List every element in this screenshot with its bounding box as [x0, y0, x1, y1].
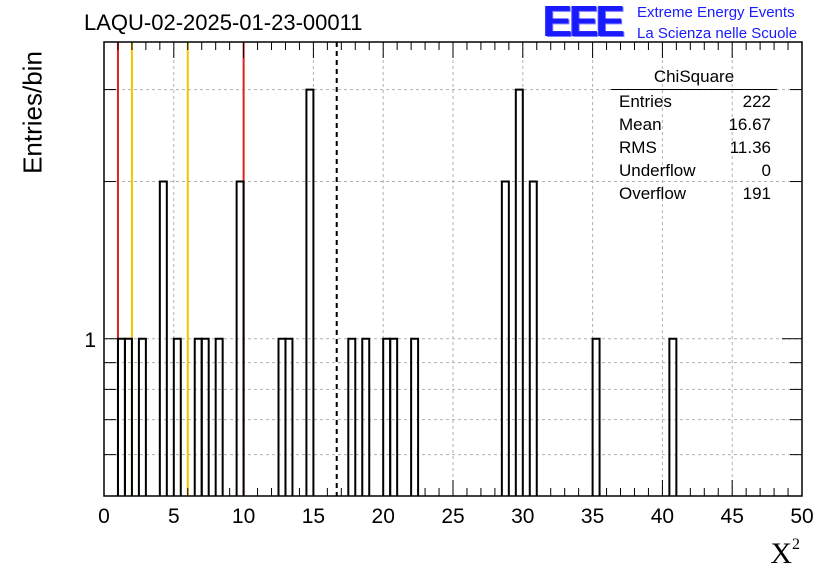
- histogram-bar: [528, 180, 538, 496]
- histogram-bar: [214, 337, 224, 496]
- stats-label: Overflow: [619, 184, 687, 203]
- histogram-bar: [305, 88, 315, 496]
- stats-label: Underflow: [619, 161, 696, 180]
- x-tick-label: 30: [511, 505, 534, 528]
- histogram-bar: [200, 337, 210, 496]
- stats-row-overflow: Overflow 191: [611, 182, 777, 205]
- histogram-bar: [172, 337, 182, 496]
- stats-value: 222: [742, 92, 771, 111]
- x-tick-label: 50: [790, 505, 813, 528]
- histogram-bar: [137, 337, 147, 496]
- x-tick-label: 0: [98, 505, 110, 528]
- logo-line-2: La Scienza nelle Scuole: [637, 25, 798, 42]
- x-tick-label: 40: [651, 505, 674, 528]
- logo-line-1: Extreme Energy Events: [637, 4, 795, 21]
- x-tick-label: 20: [372, 505, 395, 528]
- chart-title: LAQU-02-2025-01-23-00011: [84, 10, 363, 35]
- y-tick-label: 1: [84, 329, 96, 352]
- eee-logo: EEE: [543, 0, 625, 46]
- stats-label: Entries: [619, 92, 672, 111]
- histogram-bar: [389, 337, 399, 496]
- stats-box: ChiSquare Entries 222 Mean 16.67 RMS 11.36 Und…: [611, 67, 777, 205]
- histogram-bar: [514, 88, 524, 496]
- histogram-bar: [500, 180, 510, 496]
- x-tick-label: 10: [232, 505, 255, 528]
- histogram-bar: [123, 337, 133, 496]
- stats-box-title: ChiSquare: [611, 67, 777, 90]
- histogram-bar: [347, 337, 357, 496]
- stats-value: 11.36: [729, 138, 771, 157]
- stats-label: RMS: [619, 138, 657, 157]
- x-axis-label: X2: [770, 536, 800, 570]
- x-tick-label: 25: [441, 505, 464, 528]
- stats-value: 0: [761, 161, 771, 180]
- x-tick-label: 5: [168, 505, 180, 528]
- histogram-bar: [235, 180, 245, 496]
- histogram-bar: [668, 337, 678, 496]
- stats-row-rms: RMS 11.36: [611, 136, 777, 159]
- stats-label: Mean: [619, 115, 662, 134]
- histogram-bar: [158, 180, 168, 496]
- histogram-bar: [284, 337, 294, 496]
- histogram-bar: [591, 337, 601, 496]
- stats-row-mean: Mean 16.67: [611, 113, 777, 136]
- histogram-bar: [410, 337, 420, 496]
- stats-row-entries: Entries 222: [611, 90, 777, 113]
- x-tick-label: 45: [721, 505, 744, 528]
- histogram-bar: [361, 337, 371, 496]
- x-tick-label: 35: [581, 505, 604, 528]
- stats-value: 191: [742, 184, 771, 203]
- stats-row-underflow: Underflow 0: [611, 159, 777, 182]
- x-tick-label: 15: [302, 505, 325, 528]
- stats-value: 16.67: [728, 115, 771, 134]
